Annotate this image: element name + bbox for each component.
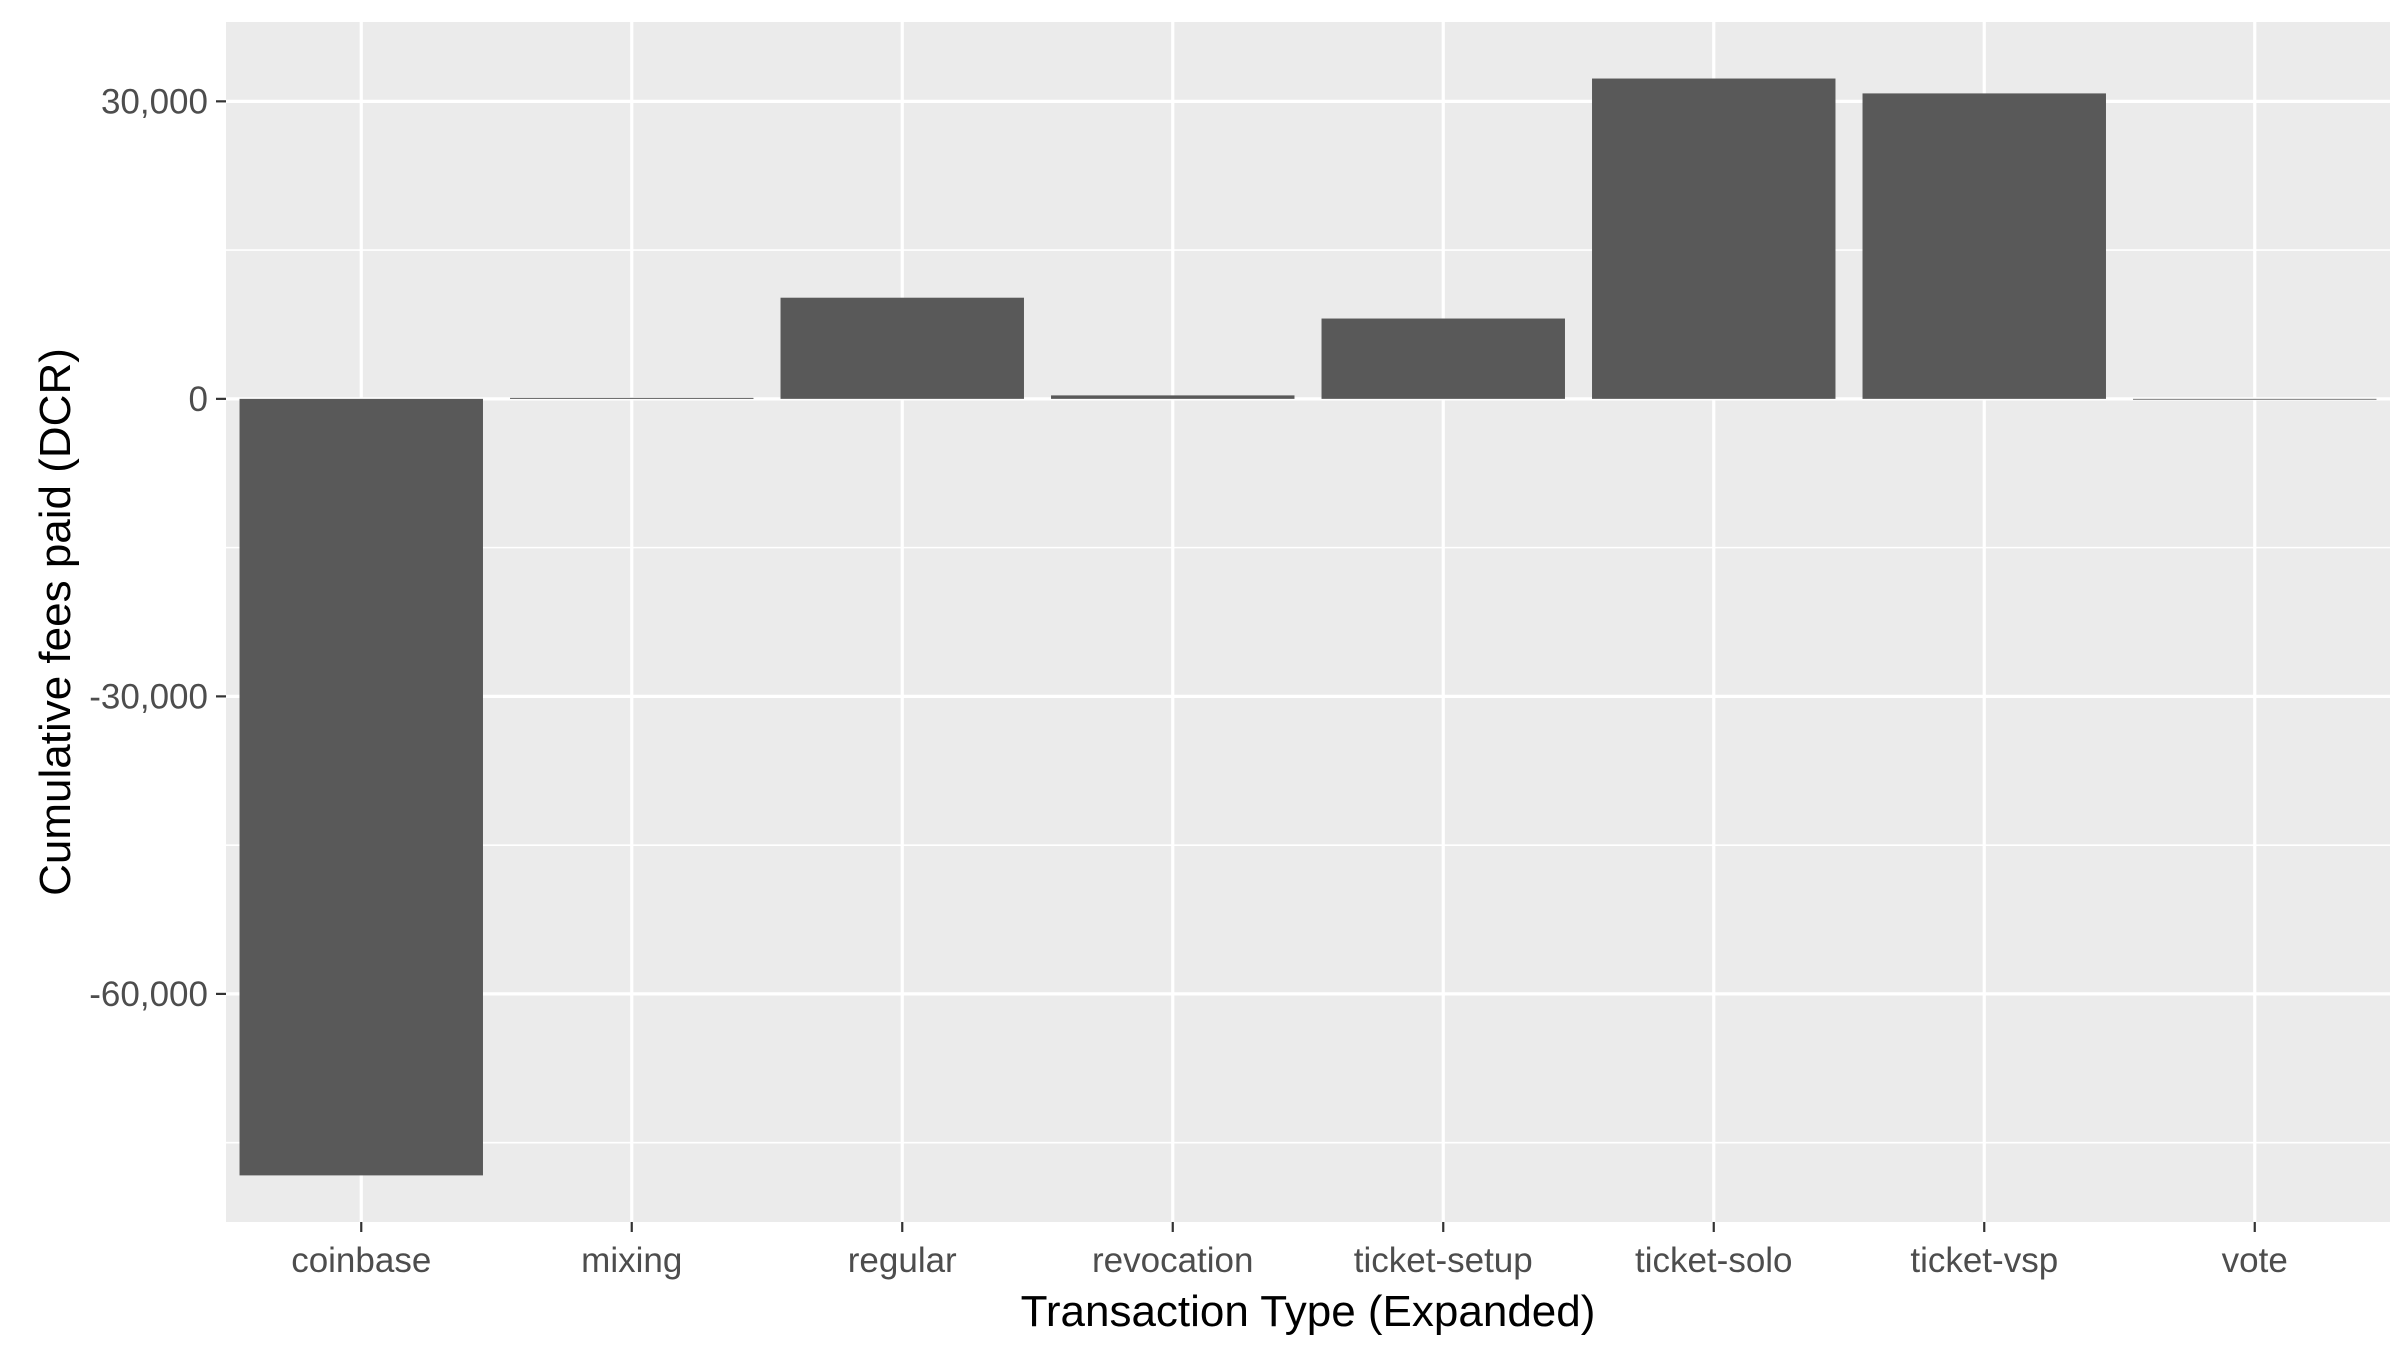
bar-coinbase [239,398,483,1176]
bar-vote [2133,398,2377,400]
x-tick-label: revocation [1092,1241,1253,1280]
x-tick-label: coinbase [291,1241,431,1280]
x-axis-title: Transaction Type (Expanded) [1021,1287,1596,1336]
y-axis-title: Cumulative fees paid (DCR) [31,348,80,896]
y-tick-label: -30,000 [89,677,208,716]
axis-layer: -60,000 -30,000 0 30,000 coinbase mixing regul… [89,82,2288,1280]
x-tick-label: ticket-setup [1354,1241,1533,1280]
bar-ticket-setup [1321,318,1565,399]
bar-regular [780,297,1024,399]
bar-revocation [1051,395,1295,399]
grid-layer [226,22,2390,1222]
bar-ticket-vsp [1862,93,2106,399]
x-tick-label: mixing [581,1241,682,1280]
bar-mixing [510,397,754,399]
x-tick-label: vote [2222,1241,2288,1280]
x-tick-label: ticket-solo [1635,1241,1793,1280]
bar-layer [239,78,2377,1176]
x-tick-label: ticket-vsp [1910,1241,2058,1280]
x-tick-label: regular [848,1241,957,1280]
bar-ticket-solo [1592,78,1836,399]
y-tick-label: -60,000 [89,975,208,1014]
y-tick-label: 30,000 [101,82,208,121]
y-tick-label: 0 [189,380,208,419]
